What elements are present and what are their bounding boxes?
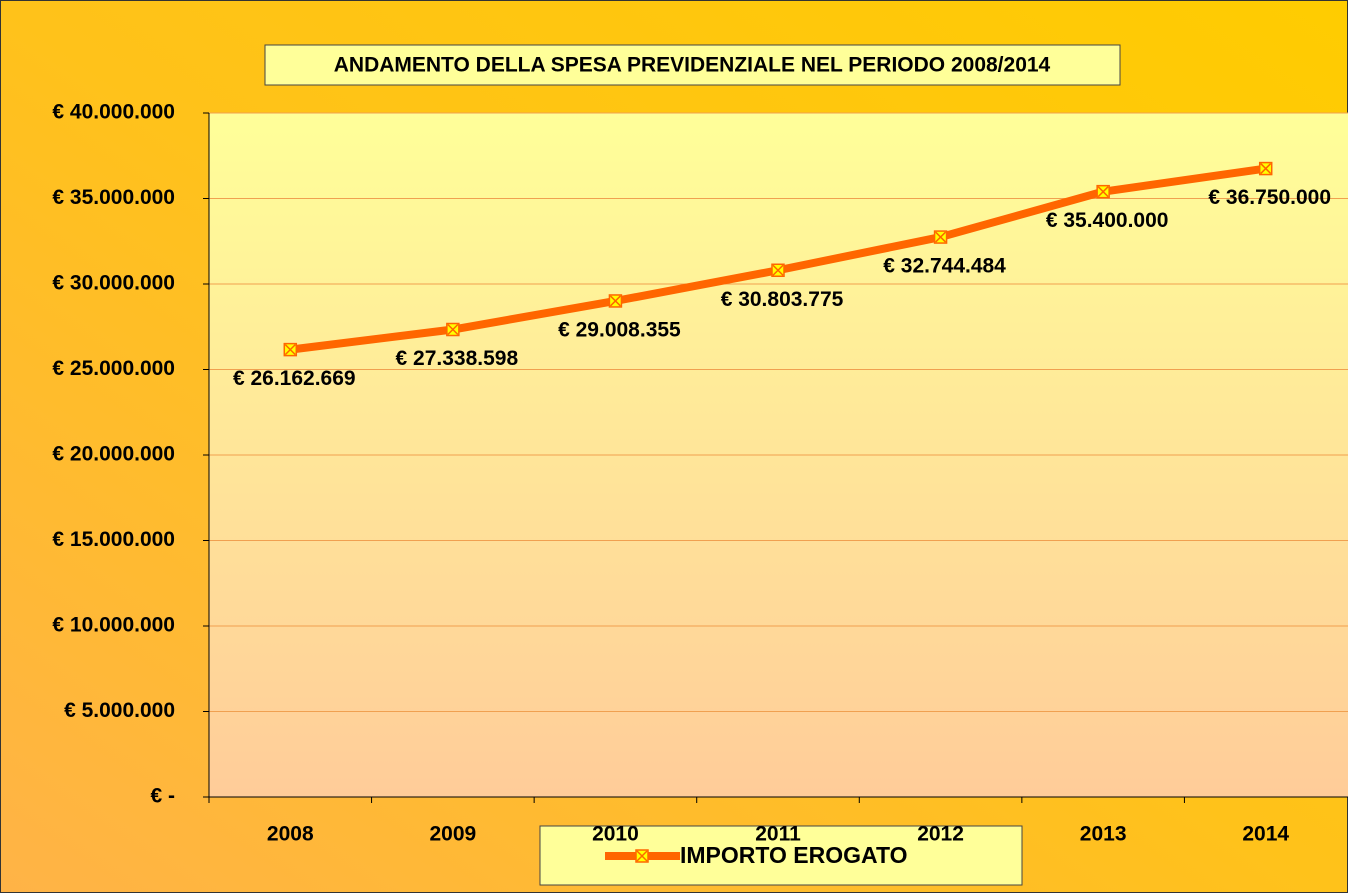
x-tick-label: 2009 [429, 823, 476, 846]
y-tick-label: € 30.000.000 [52, 272, 175, 295]
data-point [933, 230, 948, 244]
data-label: € 29.008.355 [558, 319, 681, 342]
data-point [771, 263, 785, 278]
data-point [1258, 161, 1273, 176]
x-tick-label: 2010 [592, 823, 639, 846]
data-point [446, 322, 460, 337]
y-tick-label: € 25.000.000 [52, 357, 175, 380]
x-tick-label: 2008 [267, 823, 314, 846]
title-box [264, 44, 1121, 86]
y-tick-label: € 10.000.000 [52, 614, 175, 637]
data-label: € 26.162.669 [233, 367, 356, 390]
x-tick-label: 2011 [755, 823, 801, 846]
legend-label: IMPORTO EROGATO [680, 842, 907, 868]
x-tick-label: 2012 [917, 823, 964, 846]
data-label: € 27.338.598 [396, 347, 519, 370]
x-tick-label: 2013 [1080, 823, 1127, 846]
data-label: € 30.803.775 [721, 288, 844, 311]
data-label: € 36.750.000 [1208, 186, 1331, 209]
y-tick-label: € 40.000.000 [52, 101, 175, 124]
y-tick-label: € 35.000.000 [52, 186, 175, 209]
data-label: € 32.744.484 [883, 255, 1006, 278]
chart-title: ANDAMENTO DELLA SPESA PREVIDENZIALE NEL … [334, 54, 1051, 77]
y-tick-label: € 15.000.000 [52, 528, 175, 551]
y-tick-label: € - [150, 785, 175, 808]
data-point [1096, 184, 1110, 199]
x-tick-label: 2014 [1242, 823, 1289, 846]
y-tick-label: € 5.000.000 [64, 699, 175, 722]
y-tick-label: € 20.000.000 [52, 443, 175, 466]
data-label: € 35.400.000 [1046, 209, 1169, 232]
data-point [283, 342, 298, 357]
legend-marker [635, 849, 649, 863]
data-point [608, 294, 623, 308]
